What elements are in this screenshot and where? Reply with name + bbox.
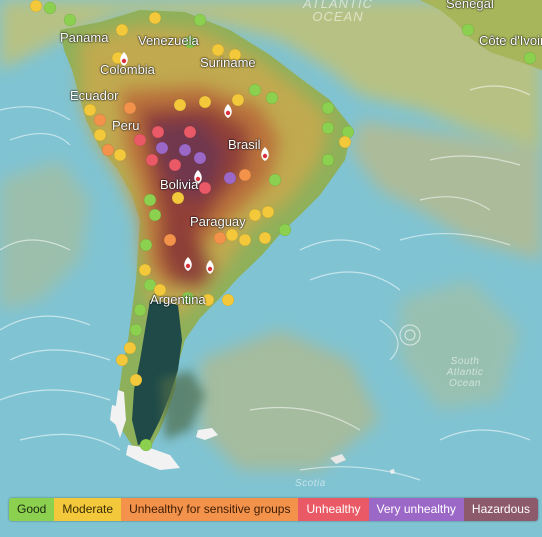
country-label-suriname: Suriname: [200, 55, 256, 70]
country-label-senegal: Senegal: [446, 0, 494, 11]
fire-icon: [261, 147, 269, 161]
fire-icon: [224, 104, 232, 118]
ocean-label-atlantic: ATLANTIC OCEAN: [303, 0, 373, 24]
legend-item-unhealthy: Unhealthy: [298, 498, 369, 521]
country-label-paraguay: Paraguay: [190, 214, 246, 229]
fire-icon: [184, 257, 192, 271]
africa-landmass: [420, 0, 542, 70]
country-label-colombia: Colombia: [100, 62, 155, 77]
legend-item-hazardous: Hazardous: [463, 498, 538, 521]
fire-icon: [120, 52, 128, 66]
country-label-venezuela: Venezuela: [138, 33, 199, 48]
ocean-haze: [0, 0, 542, 470]
chilean-coast-islands: [110, 390, 126, 438]
ocean-label-scotia: Scotia: [295, 478, 326, 489]
fire-icon: [194, 170, 202, 184]
country-label-peru: Peru: [112, 118, 140, 133]
ocean-label-south-atlantic: South Atlantic Ocean: [446, 356, 484, 389]
wind-streamlines: [0, 85, 531, 481]
fire-icon: [206, 260, 214, 274]
legend-item-good: Good: [9, 498, 55, 521]
country-label-bolivia: Bolivia: [160, 177, 199, 192]
tierra-del-fuego: [126, 445, 180, 470]
country-label-argentina: Argentina: [150, 292, 206, 307]
legend-item-very-unhealthy: Very unhealthy: [368, 498, 464, 521]
aqi-legend: Good Moderate Unhealthy for sensitive grou…: [9, 498, 538, 521]
station-markers[interactable]: [29, 0, 537, 452]
country-label-ecuador: Ecuador: [70, 88, 119, 103]
legend-item-moderate: Moderate: [54, 498, 122, 521]
country-label-cote-divoire: Côte d'Ivoire: [479, 33, 542, 48]
patagonia-dark-plume: [132, 300, 182, 445]
falkland-islands: [196, 428, 218, 440]
country-label-panama: Panama: [60, 30, 109, 45]
country-label-brasil: Brasil: [228, 137, 261, 152]
legend-item-unhealthy-for-sensitive-groups: Unhealthy for sensitive groups: [121, 498, 299, 521]
fire-markers[interactable]: [120, 52, 269, 274]
